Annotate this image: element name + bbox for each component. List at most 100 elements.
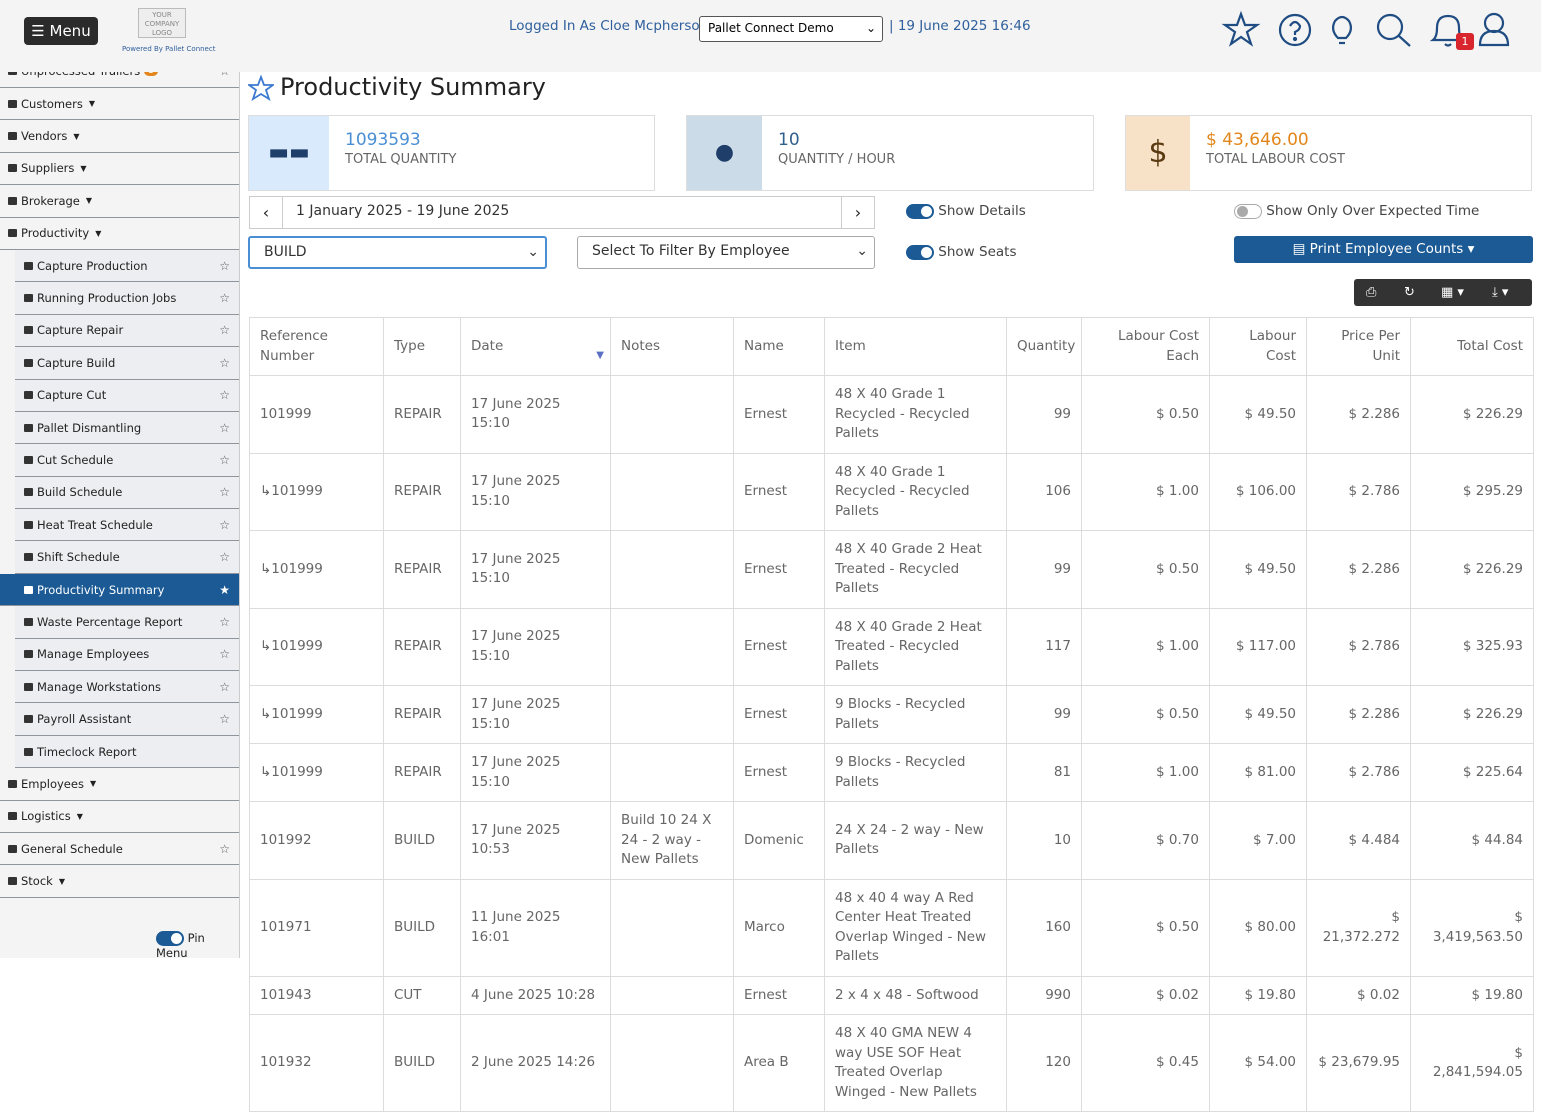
- print-icon[interactable]: ⎙: [1366, 285, 1377, 300]
- item-icon: [24, 326, 33, 335]
- print-button[interactable]: ▤ Print Employee Counts ▾: [1234, 236, 1533, 263]
- table-cell: $ 2.286: [1306, 375, 1411, 454]
- favorite-star[interactable]: ☆: [219, 679, 230, 694]
- item-icon: [24, 553, 33, 562]
- table-cell: 48 X 40 Grade 2 Heat Treated - Recycled …: [824, 530, 1007, 609]
- pin-menu[interactable]: Pin Menu: [156, 931, 239, 958]
- sidebar-item[interactable]: Vendors ▼: [0, 120, 239, 153]
- favorite-star[interactable]: ☆: [219, 712, 230, 727]
- columns-icon[interactable]: ▦ ▾: [1441, 285, 1464, 300]
- favorite-star[interactable]: ☆: [219, 72, 230, 78]
- column-header[interactable]: Price Per Unit: [1306, 317, 1411, 376]
- sidebar-item[interactable]: Unprocessed Trailers 3 ☆: [0, 72, 239, 88]
- column-header[interactable]: Labour Cost: [1209, 317, 1307, 376]
- sidebar-item[interactable]: Brokerage ▼: [0, 185, 239, 218]
- search-icon[interactable]: [1376, 13, 1411, 47]
- sidebar-item[interactable]: Manage Employees ☆: [15, 638, 239, 672]
- employee-filter[interactable]: Select To Filter By Employee ⌄: [577, 236, 875, 269]
- favorite-star[interactable]: ★: [219, 582, 230, 597]
- favorite-star[interactable]: ☆: [219, 291, 230, 306]
- table-cell: $ 226.29: [1410, 685, 1534, 744]
- item-label: Capture Cut: [37, 388, 107, 403]
- column-header[interactable]: Total Cost: [1410, 317, 1534, 376]
- sidebar-item[interactable]: Timeclock Report: [15, 735, 239, 769]
- sidebar-item[interactable]: Productivity Summary ★: [0, 573, 239, 607]
- sidebar-item[interactable]: Suppliers ▼: [0, 153, 239, 186]
- column-header[interactable]: Date ▼: [460, 317, 611, 376]
- sidebar-item[interactable]: Manage Workstations ☆: [15, 671, 239, 704]
- sidebar-item[interactable]: Stock ▼: [0, 865, 239, 898]
- table-cell: 106: [1006, 452, 1082, 531]
- item-icon: [8, 779, 17, 788]
- profile-icon[interactable]: [1478, 12, 1510, 47]
- item-label: Capture Build: [37, 355, 116, 370]
- column-header[interactable]: Type: [383, 317, 461, 376]
- sidebar-item[interactable]: Cut Schedule ☆: [15, 444, 239, 477]
- table-cell: [610, 375, 734, 454]
- toggle[interactable]: Show Seats: [906, 244, 1017, 260]
- pin-menu-label: Pin Menu: [156, 931, 205, 958]
- company-select[interactable]: Pallet Connect Demo ⌄: [699, 16, 883, 42]
- favorite-star[interactable]: ☆: [219, 647, 230, 662]
- menu-button[interactable]: ☰ Menu: [24, 17, 98, 45]
- sidebar-item[interactable]: Build Schedule ☆: [15, 476, 239, 510]
- favorite-star[interactable]: ☆: [219, 517, 230, 532]
- card-icon: ●: [687, 116, 762, 190]
- table-cell: ↳101999: [249, 530, 384, 609]
- sidebar-item[interactable]: Running Production Jobs ☆: [15, 282, 239, 315]
- table-cell: $ 49.50: [1209, 685, 1307, 744]
- favorite-star[interactable]: ☆: [219, 420, 230, 435]
- favorite-icon[interactable]: [1221, 10, 1261, 47]
- sidebar-item[interactable]: Capture Production ☆: [15, 249, 239, 283]
- sidebar-item[interactable]: Customers ▼: [0, 88, 239, 121]
- favorite-star[interactable]: ☆: [219, 323, 230, 338]
- favorite-star[interactable]: ☆: [219, 841, 230, 856]
- item-label: Capture Repair: [37, 323, 124, 338]
- tips-icon[interactable]: [1331, 15, 1353, 45]
- column-header[interactable]: Item: [824, 317, 1007, 376]
- toggle-label: Show Details: [938, 203, 1026, 219]
- sidebar-item[interactable]: General Schedule ☆: [0, 833, 239, 866]
- column-header[interactable]: Quantity: [1006, 317, 1082, 376]
- sidebar-item[interactable]: Payroll Assistant ☆: [15, 703, 239, 736]
- dropdown-caret: ▼: [95, 228, 102, 238]
- favorite-star[interactable]: ☆: [219, 258, 230, 273]
- favorite-star[interactable]: ☆: [219, 452, 230, 467]
- table-cell: [610, 685, 734, 744]
- sidebar-item[interactable]: Employees ▼: [0, 768, 239, 801]
- page-title: Productivity Summary: [280, 73, 546, 101]
- item-label: Manage Workstations: [37, 679, 162, 694]
- column-header[interactable]: Notes: [610, 317, 734, 376]
- favorite-star[interactable]: ☆: [219, 485, 230, 500]
- item-icon: [8, 72, 17, 76]
- card-label: QUANTITY / HOUR: [778, 152, 896, 167]
- favorite-star[interactable]: [248, 75, 274, 101]
- sidebar-item[interactable]: Logistics ▼: [0, 801, 239, 833]
- type-filter[interactable]: BUILD ⌄: [248, 236, 547, 269]
- sidebar-item[interactable]: Shift Schedule ☆: [15, 541, 239, 574]
- column-header[interactable]: Reference Number: [249, 317, 384, 376]
- date-range-picker[interactable]: ‹ 1 January 2025 - 19 June 2025 ›: [249, 196, 875, 229]
- favorite-star[interactable]: ☆: [219, 355, 230, 370]
- sidebar-item[interactable]: Waste Percentage Report ☆: [15, 606, 239, 639]
- sidebar-item[interactable]: Heat Treat Schedule ☆: [15, 509, 239, 542]
- column-header[interactable]: Labour Cost Each: [1081, 317, 1210, 376]
- table-cell: 99: [1006, 375, 1082, 454]
- help-icon[interactable]: [1278, 13, 1312, 47]
- item-icon: [24, 520, 33, 529]
- favorite-star[interactable]: ☆: [219, 550, 230, 565]
- favorite-star[interactable]: ☆: [219, 614, 230, 629]
- toggle[interactable]: Show Details: [906, 203, 1026, 219]
- export-icon[interactable]: ⤓ ▾: [1492, 285, 1509, 300]
- column-header[interactable]: Name: [733, 317, 825, 376]
- sidebar-item[interactable]: Productivity ▼: [0, 218, 239, 250]
- sidebar-item[interactable]: Pallet Dismantling ☆: [15, 411, 239, 445]
- data-table: Reference Number Type Date ▼ Notes Name Item Qu…: [249, 317, 1534, 1112]
- toggle[interactable]: Show Only Over Expected Time: [1234, 203, 1479, 219]
- favorite-star[interactable]: ☆: [219, 388, 230, 403]
- sidebar-item[interactable]: Capture Repair ☆: [15, 314, 239, 348]
- sidebar-item[interactable]: Capture Build ☆: [15, 347, 239, 380]
- item-icon: [24, 488, 33, 497]
- sidebar-item[interactable]: Capture Cut ☆: [15, 379, 239, 412]
- refresh-icon[interactable]: ↻: [1404, 285, 1415, 300]
